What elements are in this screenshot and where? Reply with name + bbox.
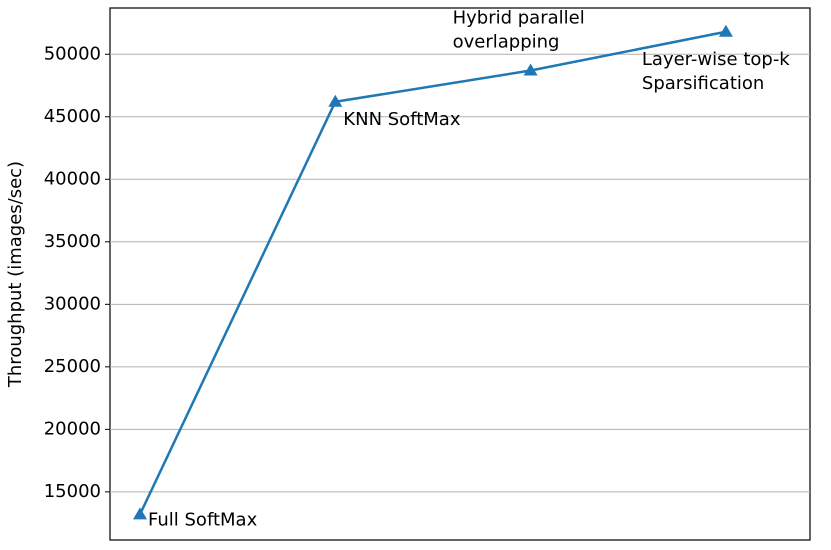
- y-tick-label: 20000: [44, 418, 101, 439]
- marker: [133, 507, 147, 520]
- point-label: Layer-wise top-k: [642, 49, 790, 70]
- plot-frame: [109, 7, 811, 541]
- y-tick-label: 15000: [44, 481, 101, 502]
- y-tick-label: 30000: [44, 293, 101, 314]
- point-label: overlapping: [453, 32, 560, 53]
- point-label: Full SoftMax: [148, 509, 258, 530]
- y-axis-label: Throughput (images/sec): [5, 161, 26, 388]
- marker: [328, 94, 343, 107]
- y-tick-label: 50000: [44, 43, 101, 64]
- data-line: [138, 30, 727, 515]
- y-tick-label: 35000: [44, 231, 101, 252]
- marker: [523, 63, 538, 76]
- point-label: KNN SoftMax: [343, 109, 461, 130]
- y-tick-label: 25000: [44, 356, 101, 377]
- y-tick-label: 45000: [44, 106, 101, 127]
- point-label: Hybrid parallel: [453, 8, 585, 29]
- marker: [718, 24, 733, 37]
- point-label: Sparsification: [642, 73, 764, 94]
- y-tick-label: 40000: [44, 168, 101, 189]
